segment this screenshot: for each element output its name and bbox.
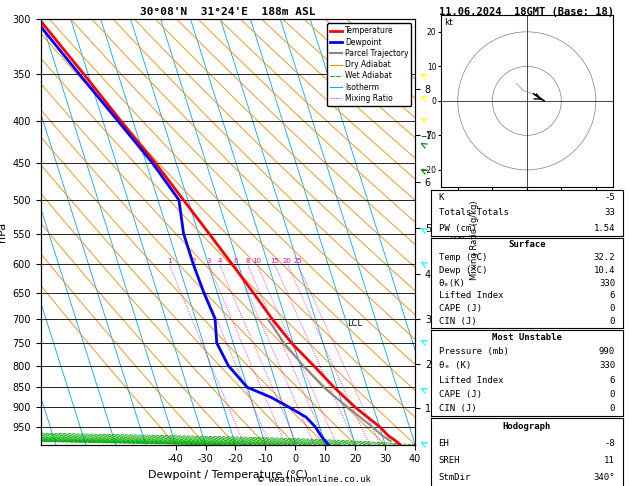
Text: <: < xyxy=(417,139,429,152)
Text: <: < xyxy=(417,337,429,349)
Text: 1.54: 1.54 xyxy=(594,224,615,232)
Text: 2: 2 xyxy=(191,258,196,264)
Text: 32.2: 32.2 xyxy=(594,253,615,262)
Text: SREH: SREH xyxy=(438,456,460,465)
Text: 0: 0 xyxy=(610,317,615,326)
Text: 25: 25 xyxy=(293,258,302,264)
Text: 11: 11 xyxy=(604,456,615,465)
Text: 10: 10 xyxy=(252,258,261,264)
Text: LCL: LCL xyxy=(347,319,362,328)
Text: 0: 0 xyxy=(610,390,615,399)
Text: StmDir: StmDir xyxy=(438,473,470,482)
Text: kt: kt xyxy=(444,18,453,27)
Text: 15: 15 xyxy=(270,258,279,264)
Text: CAPE (J): CAPE (J) xyxy=(438,390,482,399)
Text: <: < xyxy=(417,115,429,127)
Text: 330: 330 xyxy=(599,362,615,370)
Legend: Temperature, Dewpoint, Parcel Trajectory, Dry Adiabat, Wet Adiabat, Isotherm, Mi: Temperature, Dewpoint, Parcel Trajectory… xyxy=(327,23,411,106)
Text: CAPE (J): CAPE (J) xyxy=(438,304,482,313)
Text: Mixing Ratio (g/kg): Mixing Ratio (g/kg) xyxy=(470,201,479,280)
Text: 990: 990 xyxy=(599,347,615,356)
Text: 20: 20 xyxy=(283,258,292,264)
Text: 33: 33 xyxy=(604,208,615,217)
Text: Dewp (°C): Dewp (°C) xyxy=(438,266,487,275)
Text: 11.06.2024  18GMT (Base: 18): 11.06.2024 18GMT (Base: 18) xyxy=(439,7,615,17)
Text: Pressure (mb): Pressure (mb) xyxy=(438,347,508,356)
Text: Lifted Index: Lifted Index xyxy=(438,292,503,300)
Y-axis label: hPa: hPa xyxy=(0,222,7,242)
Text: © weatheronline.co.uk: © weatheronline.co.uk xyxy=(258,474,371,484)
Text: <: < xyxy=(417,258,429,271)
Text: EH: EH xyxy=(438,439,449,448)
Text: 0: 0 xyxy=(610,404,615,413)
X-axis label: Dewpoint / Temperature (°C): Dewpoint / Temperature (°C) xyxy=(148,470,308,480)
Text: <: < xyxy=(417,384,429,397)
Text: Totals Totals: Totals Totals xyxy=(438,208,508,217)
Text: 10.4: 10.4 xyxy=(594,266,615,275)
Text: CIN (J): CIN (J) xyxy=(438,404,476,413)
Title: 30°08'N  31°24'E  188m ASL: 30°08'N 31°24'E 188m ASL xyxy=(140,7,316,17)
Y-axis label: km
ASL: km ASL xyxy=(450,221,468,243)
Text: Surface: Surface xyxy=(508,240,545,249)
Text: 1: 1 xyxy=(167,258,172,264)
Text: Hodograph: Hodograph xyxy=(503,422,551,431)
Text: -5: -5 xyxy=(604,193,615,202)
Text: θₑ(K): θₑ(K) xyxy=(438,278,465,288)
Text: Temp (°C): Temp (°C) xyxy=(438,253,487,262)
Text: θₑ (K): θₑ (K) xyxy=(438,362,470,370)
Text: <: < xyxy=(417,70,429,83)
Text: Lifted Index: Lifted Index xyxy=(438,376,503,384)
Text: 340°: 340° xyxy=(594,473,615,482)
Text: -8: -8 xyxy=(604,439,615,448)
Text: <: < xyxy=(417,165,429,178)
Text: Most Unstable: Most Unstable xyxy=(492,333,562,342)
Text: PW (cm): PW (cm) xyxy=(438,224,476,232)
Text: <: < xyxy=(417,224,429,237)
Text: 6: 6 xyxy=(610,292,615,300)
Text: 6: 6 xyxy=(233,258,238,264)
Text: <: < xyxy=(417,438,429,451)
Text: 6: 6 xyxy=(610,376,615,384)
Text: 0: 0 xyxy=(610,304,615,313)
Text: 330: 330 xyxy=(599,278,615,288)
Text: <: < xyxy=(417,92,429,104)
Text: K: K xyxy=(438,193,444,202)
Text: 4: 4 xyxy=(217,258,221,264)
Text: 8: 8 xyxy=(245,258,250,264)
Text: 3: 3 xyxy=(206,258,211,264)
Text: CIN (J): CIN (J) xyxy=(438,317,476,326)
